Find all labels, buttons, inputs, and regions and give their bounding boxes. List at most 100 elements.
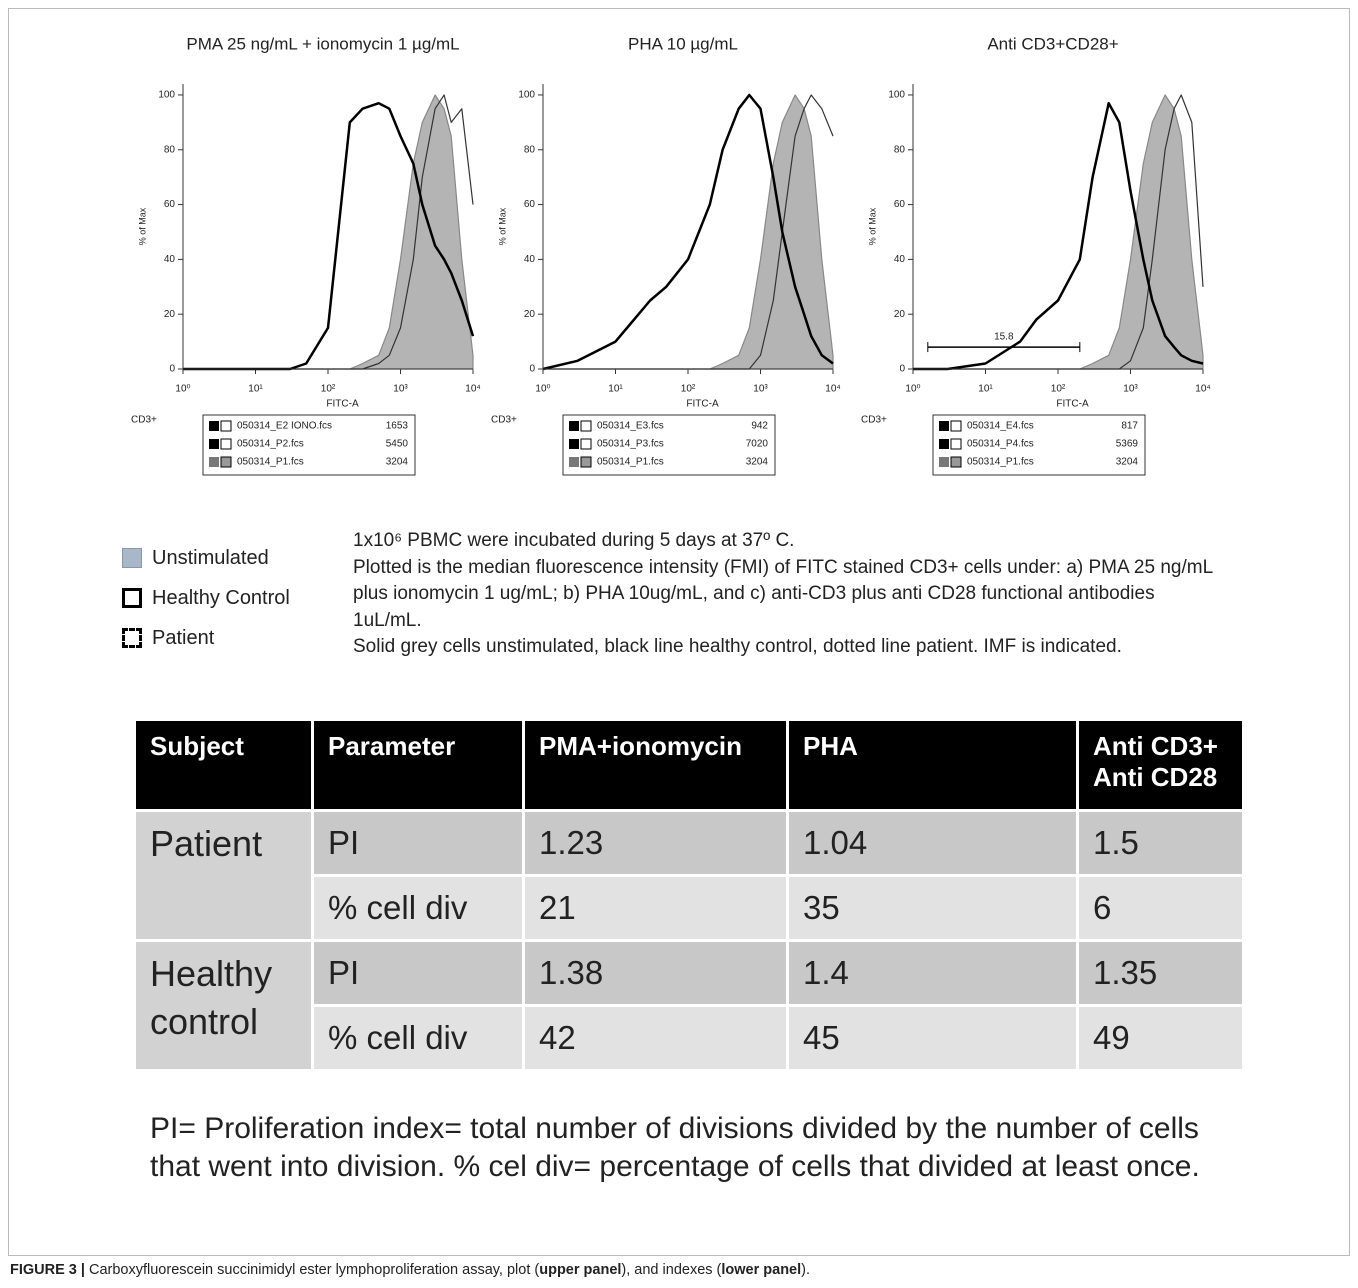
chart-title: PHA 10 µg/mL — [628, 34, 738, 53]
footnote: PI= Proliferation index= total number of… — [150, 1112, 1200, 1183]
legend-value: 3204 — [386, 457, 409, 468]
legend-box — [562, 414, 776, 476]
x-axis-label: FITC-A — [1056, 399, 1089, 410]
y-tick-label: 60 — [164, 199, 176, 210]
value-cell: 1.35 — [1079, 942, 1242, 1004]
legend-label: 050314_P2.fcs — [237, 439, 304, 450]
description-line: 1x10⁶ PBMC were incubated during 5 days … — [353, 530, 795, 551]
value-cell: 1.38 — [525, 942, 786, 1004]
side-label: CD3+ — [491, 415, 517, 426]
x-tick-label: 10² — [1051, 384, 1066, 395]
x-tick-label: 10³ — [753, 384, 768, 395]
legend-icon — [580, 456, 592, 468]
legend-value: 817 — [1121, 421, 1138, 432]
histogram-line — [542, 93, 834, 371]
value-cell: 1.5 — [1079, 812, 1242, 874]
legend-box — [932, 414, 1146, 476]
value-cell: 1.4 — [789, 942, 1076, 1004]
plots: PMA 25 ng/mL + ionomycin 1 µg/mL % of Max… — [131, 34, 1211, 476]
key-label: Patient — [152, 626, 215, 649]
legend-value: 5369 — [1116, 439, 1139, 450]
side-label: CD3+ — [131, 415, 157, 426]
value-cell: 35 — [789, 877, 1076, 939]
caption-text: ). — [801, 1262, 811, 1278]
x-tick-label: 10⁰ — [905, 384, 920, 395]
y-tick-label: 20 — [524, 309, 536, 320]
x-axis-label: FITC-A — [326, 399, 359, 410]
legend-label: 050314_P4.fcs — [967, 439, 1034, 450]
legend-label: 050314_P1.fcs — [237, 457, 304, 468]
value-cell: 21 — [525, 877, 786, 939]
legend-icon — [580, 438, 592, 450]
value-cell: 1.23 — [525, 812, 786, 874]
y-tick-label: 100 — [158, 90, 175, 101]
x-tick-label: 10² — [681, 384, 696, 395]
legend-label: 050314_E2 IONO.fcs — [237, 421, 332, 432]
legend-icon — [950, 438, 962, 450]
subject-cell: Healthy control — [136, 942, 311, 1069]
y-axis-label: % of Max — [867, 207, 877, 245]
key: Unstimulated Healthy Control Patient — [122, 538, 290, 658]
legend-swatch — [209, 421, 219, 431]
value-cell: 45 — [789, 1007, 1076, 1069]
header-cell: PHA — [789, 721, 1076, 809]
legend-swatch — [939, 457, 949, 467]
key-item: Patient — [122, 618, 290, 658]
legend-label: 050314_E4.fcs — [967, 421, 1034, 432]
legend-swatch — [569, 439, 579, 449]
y-tick-label: 100 — [518, 90, 535, 101]
index-table: Subject Parameter PMA+ionomycin PHA Anti… — [133, 718, 1245, 1072]
y-tick-label: 0 — [899, 364, 905, 375]
x-tick-label: 10³ — [393, 384, 408, 395]
chart-title: Anti CD3+CD28+ — [987, 34, 1118, 53]
x-tick-label: 10⁴ — [1195, 384, 1210, 395]
parameter-cell: % cell div — [314, 1007, 522, 1069]
x-tick-label: 10⁰ — [535, 384, 550, 395]
legend-swatch — [569, 421, 579, 431]
side-label: CD3+ — [861, 415, 887, 426]
legend-icon — [220, 438, 232, 450]
x-tick-label: 10¹ — [248, 384, 263, 395]
x-tick-label: 10⁰ — [175, 384, 190, 395]
value-cell: 49 — [1079, 1007, 1242, 1069]
legend-value: 3204 — [1116, 457, 1139, 468]
legend-label: 050314_P1.fcs — [597, 457, 664, 468]
value-cell: 6 — [1079, 877, 1242, 939]
key-swatch — [122, 588, 142, 608]
legend-label: 050314_P1.fcs — [967, 457, 1034, 468]
parameter-cell: PI — [314, 812, 522, 874]
caption: FIGURE 3 | Carboxyfluorescein succinimid… — [10, 1262, 810, 1278]
caption-text: Carboxyfluorescein succinimidyl ester ly… — [84, 1262, 540, 1278]
y-tick-label: 80 — [894, 144, 906, 155]
key-item: Unstimulated — [122, 538, 290, 578]
description: 1x10⁶ PBMC were incubated during 5 days … — [353, 528, 1223, 661]
x-tick-label: 10² — [321, 384, 336, 395]
gate-label: 15.8 — [994, 332, 1014, 343]
parameter-cell: PI — [314, 942, 522, 1004]
histogram-line — [913, 101, 1204, 371]
y-tick-label: 40 — [164, 254, 176, 265]
header-cell: Subject — [136, 721, 311, 809]
chart-title: PMA 25 ng/mL + ionomycin 1 µg/mL — [186, 34, 459, 53]
legend-swatch — [939, 421, 949, 431]
y-tick-label: 0 — [169, 364, 175, 375]
legend-icon — [220, 420, 232, 432]
parameter-cell: % cell div — [314, 877, 522, 939]
histogram-area — [912, 94, 1204, 370]
y-axis-label: % of Max — [137, 207, 147, 245]
key-swatch — [122, 628, 142, 648]
y-tick-label: 20 — [894, 309, 906, 320]
legend-value: 3204 — [746, 457, 769, 468]
caption-label: FIGURE 3 | — [10, 1262, 85, 1278]
x-tick-label: 10⁴ — [465, 384, 480, 395]
caption-bold: lower panel — [721, 1262, 802, 1278]
y-tick-label: 40 — [894, 254, 906, 265]
x-axis-label: FITC-A — [686, 399, 719, 410]
value-cell: 1.04 — [789, 812, 1076, 874]
x-tick-label: 10¹ — [978, 384, 993, 395]
y-tick-label: 80 — [164, 144, 176, 155]
description-line: Solid grey cells unstimulated, black lin… — [353, 636, 1122, 657]
legend-icon — [950, 456, 962, 468]
legend-value: 1653 — [386, 421, 409, 432]
